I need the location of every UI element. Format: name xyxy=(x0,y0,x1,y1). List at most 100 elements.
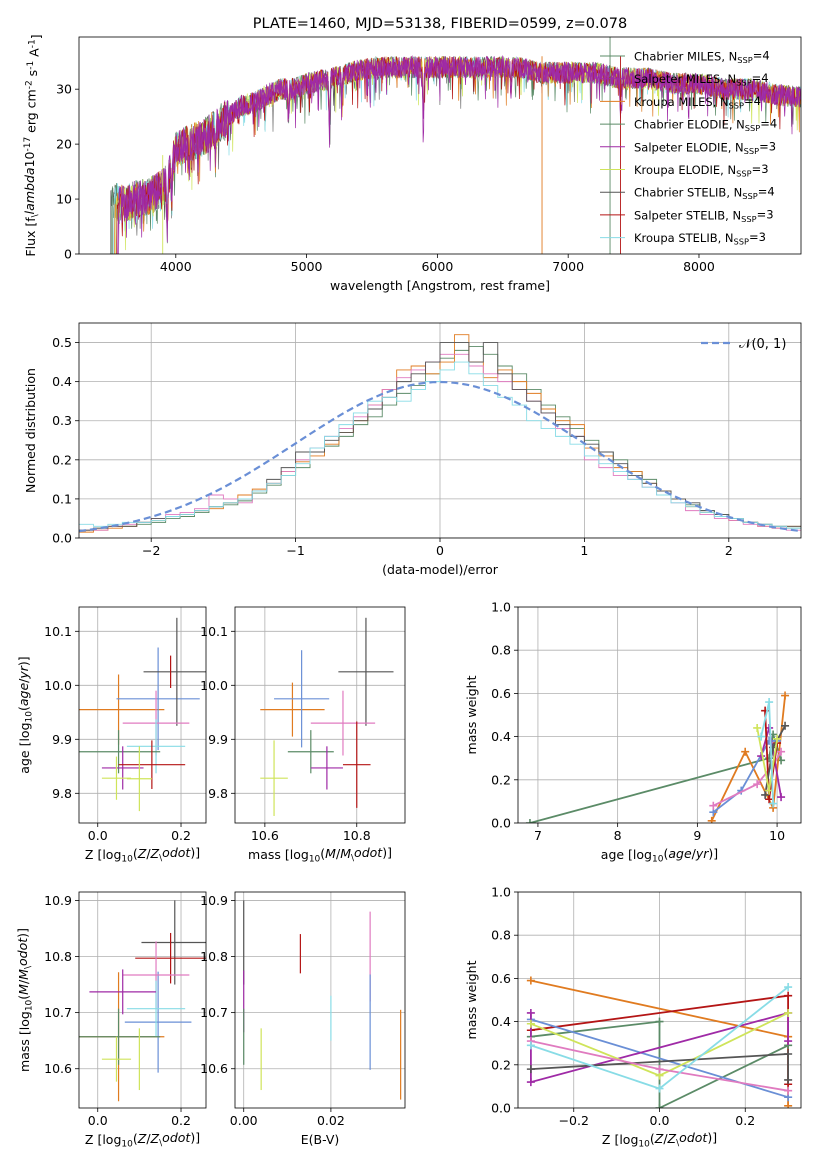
y-tick-label: 10.1 xyxy=(44,624,72,639)
y-tick-label: 0.8 xyxy=(491,928,511,943)
y-axis-label: mass weight xyxy=(464,960,479,1039)
y-tick-label: 0.4 xyxy=(491,1014,511,1029)
legend-label: Chabrier STELIB, NSSP​=4 xyxy=(634,185,775,201)
plot-area xyxy=(109,37,801,254)
y-tick-label: 0.2 xyxy=(491,1057,511,1072)
x-axis-label: Z [log10​(Z/Z\​odot)] xyxy=(85,1130,200,1150)
legend: Chabrier MILES, NSSP​=4 Salpeter MILES, N… xyxy=(600,49,777,247)
axes-frame xyxy=(517,891,802,1109)
y-tick-label: 10.0 xyxy=(44,678,72,693)
y-tick-label: 10 xyxy=(56,192,72,207)
x-axis-label: mass [log10​(M/M\​odot)] xyxy=(248,845,392,865)
weight-marker xyxy=(765,795,774,804)
y-tick-label: 0.0 xyxy=(491,1101,511,1116)
x-axis-label: Z [log10​(Z/Z\​odot)] xyxy=(602,1130,717,1150)
error-bar-point xyxy=(141,900,206,985)
y-tick-label: 0.3 xyxy=(52,413,72,428)
legend-label: Salpeter MILES, NSSP​=4 xyxy=(634,71,769,87)
plot-area xyxy=(518,892,801,1108)
weight-marker xyxy=(784,983,793,992)
x-tick-label: 7000 xyxy=(552,259,584,274)
weight-marker xyxy=(526,1019,535,1028)
y-tick-label: 10.1 xyxy=(200,624,228,639)
weight-marker xyxy=(784,1050,793,1058)
y-tick-label: 0.2 xyxy=(491,772,511,787)
histogram-step xyxy=(79,361,801,529)
y-tick-label: 0.2 xyxy=(52,452,72,467)
y-tick-label: 0 xyxy=(64,247,72,262)
error-bar-point xyxy=(126,980,186,1037)
y-tick-label: 1.0 xyxy=(491,885,511,900)
weight-marker xyxy=(777,793,786,802)
weight-marker xyxy=(769,799,778,808)
plot-area xyxy=(518,607,801,823)
weight-marker xyxy=(765,698,774,707)
weight-marker xyxy=(526,1065,535,1074)
plot-area xyxy=(79,323,801,538)
y-tick-label: 10.7 xyxy=(200,1005,228,1020)
weight-marker xyxy=(655,1104,664,1108)
weight-marker xyxy=(784,1101,793,1108)
x-tick-label: 0.2 xyxy=(171,828,191,843)
legend-label: Chabrier MILES, NSSP​=4 xyxy=(634,49,770,65)
axes-frame xyxy=(78,891,207,1109)
weight-marker xyxy=(655,1065,664,1074)
error-bar-point xyxy=(89,969,157,1015)
plot-area xyxy=(79,892,206,1108)
panel-8: −0.2 0.0 0.2 0.0 0.2 0.4 0.6 0.8 1.0 Z [log10​(Z/… xyxy=(464,885,802,1150)
legend-label: Kroupa ELODIE, NSSP​=3 xyxy=(634,162,769,178)
y-tick-label: 10.7 xyxy=(44,1005,72,1020)
x-tick-label: 0.00 xyxy=(230,1113,258,1128)
x-axis-label: Z [log10​(Z/Z\​odot)] xyxy=(85,845,200,865)
axes-frame xyxy=(234,891,406,1109)
error-bar-point xyxy=(310,690,376,756)
panel-5: 7 8 9 10 0.0 0.2 0.4 0.6 0.8 1.0 age [log10​(age/y… xyxy=(464,600,802,865)
panel-4: 10.6 10.8 9.8 9.9 10.0 10.1 mass [log10​(M/M\​… xyxy=(200,606,406,865)
weight-marker xyxy=(655,1017,664,1026)
axes-frame xyxy=(517,606,802,824)
x-tick-label: 9 xyxy=(693,828,701,843)
weight-marker xyxy=(526,1078,535,1087)
y-axis-label: Normed distribution xyxy=(23,368,38,493)
x-tick-label: 4000 xyxy=(160,259,192,274)
plot-area xyxy=(235,607,405,823)
weight-marker xyxy=(753,780,762,789)
x-tick-label: 5000 xyxy=(291,259,323,274)
x-tick-label: 10.8 xyxy=(343,828,371,843)
y-axis-label: mass [log10​(M/M\​odot)] xyxy=(15,928,35,1072)
error-bar-point xyxy=(143,617,206,726)
x-tick-label: 10.6 xyxy=(251,828,279,843)
panel-1: PLATE=1460, MJD=53138, FIBERID=0599, z=0… xyxy=(22,16,802,293)
y-tick-label: 10.0 xyxy=(200,678,228,693)
y-tick-label: 0.4 xyxy=(52,374,72,389)
y-tick-label: 0.0 xyxy=(491,816,511,831)
y-tick-label: 10.6 xyxy=(44,1061,72,1076)
x-tick-label: 0.02 xyxy=(317,1113,345,1128)
weight-marker xyxy=(753,723,762,732)
x-tick-label: 0.0 xyxy=(650,1113,670,1128)
x-tick-label: 0.0 xyxy=(88,828,108,843)
x-tick-label: 10 xyxy=(769,828,785,843)
axes-frame xyxy=(234,606,406,824)
y-tick-label: 1.0 xyxy=(491,600,511,615)
error-bar-point xyxy=(124,971,192,1073)
error-bar-point xyxy=(260,682,325,737)
y-tick-label: 9.8 xyxy=(208,786,228,801)
x-tick-label: 0 xyxy=(436,543,444,558)
plot-area xyxy=(79,607,206,823)
error-bar-point xyxy=(338,617,394,726)
x-tick-label: −1 xyxy=(286,543,304,558)
error-bar-point xyxy=(260,740,288,816)
weight-marker xyxy=(761,790,770,799)
y-tick-label: 0.0 xyxy=(52,531,72,546)
y-axis-label: Flux [f\​lambda10-17​ erg cm-2​ s-1​ A-1… xyxy=(22,34,43,256)
axes-frame xyxy=(78,36,802,255)
legend-label: Chabrier ELODIE, NSSP​=4 xyxy=(634,117,777,133)
legend-label: Salpeter ELODIE, NSSP​=3 xyxy=(634,139,776,155)
y-tick-label: 0.6 xyxy=(491,686,511,701)
y-tick-label: 10.6 xyxy=(200,1061,228,1076)
weight-marker xyxy=(526,1041,535,1050)
error-bar-point xyxy=(287,730,334,774)
error-bar-point xyxy=(118,740,186,789)
